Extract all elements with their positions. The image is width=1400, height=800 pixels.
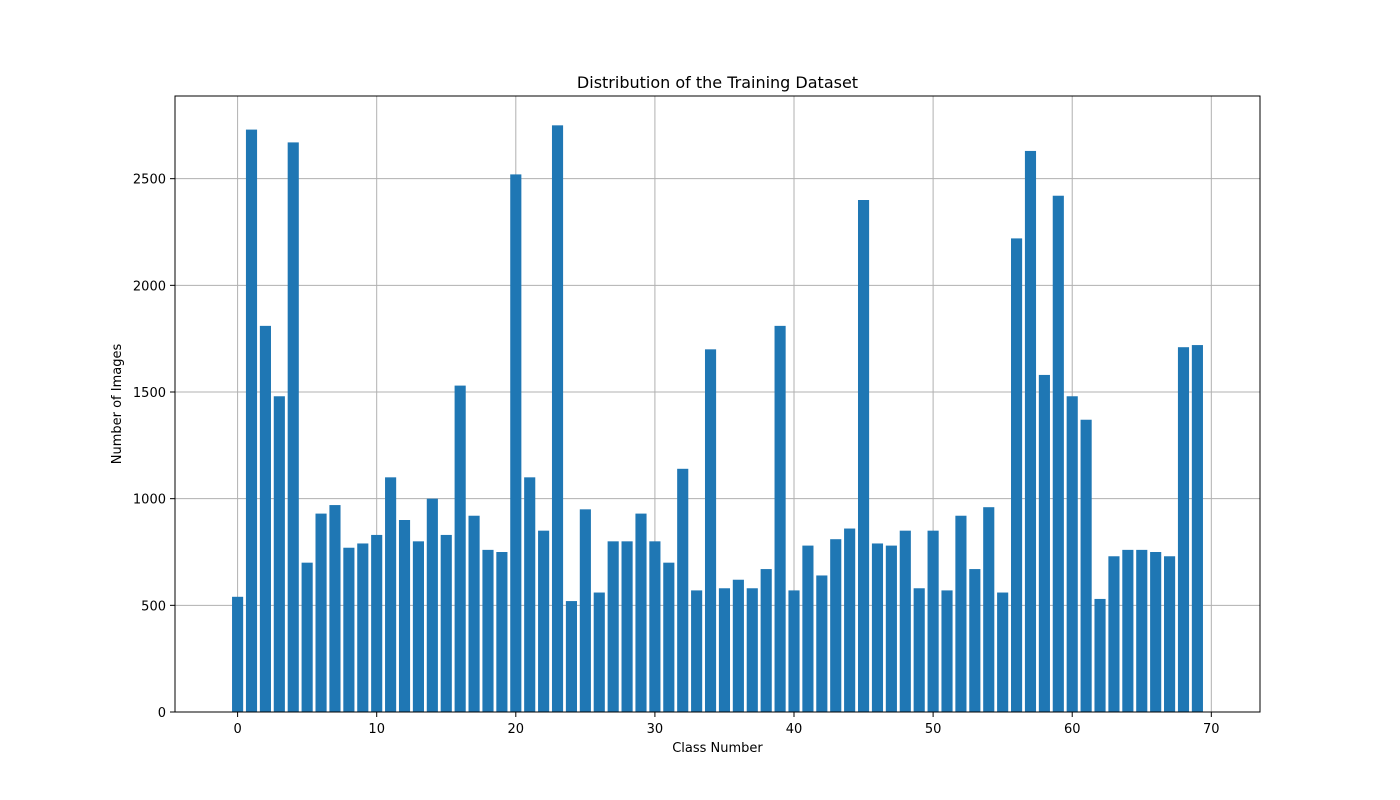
bar [593, 592, 605, 712]
bar [788, 590, 800, 712]
bar [1038, 374, 1050, 712]
bar [802, 545, 814, 712]
bar [983, 507, 995, 712]
bar [1094, 598, 1106, 712]
bar [468, 515, 480, 712]
bar [663, 562, 675, 712]
y-tick-label: 500 [141, 599, 166, 614]
bar [774, 325, 786, 712]
bar [997, 592, 1009, 712]
bar [885, 545, 897, 712]
y-axis-ticks: 0 500 1000 1500 2000 2500 [133, 173, 175, 721]
bar [955, 515, 967, 712]
chart-title: Distribution of the Training Dataset [577, 73, 858, 92]
y-axis-label: Number of Images [110, 344, 125, 465]
bar [732, 579, 744, 712]
y-tick-label: 1000 [133, 493, 166, 508]
bar [287, 142, 299, 712]
bar [510, 174, 522, 712]
bar [760, 569, 772, 712]
bar [1011, 238, 1023, 712]
bar [412, 541, 424, 712]
x-tick-label: 20 [508, 722, 525, 737]
y-tick-label: 2500 [133, 173, 166, 188]
y-tick-label: 0 [158, 706, 166, 721]
bar [454, 385, 466, 712]
bar [1052, 195, 1064, 712]
bar [245, 129, 258, 713]
bar [704, 349, 717, 712]
bar [232, 596, 244, 712]
x-tick-label: 70 [1203, 722, 1220, 737]
x-tick-label: 40 [786, 722, 803, 737]
bar [371, 534, 383, 712]
bar [607, 541, 619, 712]
bar [329, 505, 341, 712]
bar [357, 543, 369, 712]
grid-lines [175, 96, 1260, 713]
bar [857, 200, 870, 712]
bar [830, 539, 842, 712]
bar [677, 468, 689, 712]
x-tick-label: 60 [1064, 722, 1081, 737]
bar [969, 569, 981, 712]
x-axis-label: Class Number [672, 741, 763, 756]
bar [621, 541, 633, 712]
bar [565, 601, 578, 712]
bar [579, 509, 591, 712]
x-axis-ticks: 0 10 20 30 40 50 60 70 [233, 712, 1220, 737]
bar [273, 396, 285, 712]
bar [385, 477, 397, 712]
x-tick-label: 0 [233, 722, 241, 737]
bar [1122, 549, 1134, 712]
bar [440, 534, 452, 712]
bar [691, 590, 703, 712]
bar [482, 549, 494, 712]
bar [718, 588, 731, 712]
bar [1164, 556, 1176, 712]
bar [816, 575, 828, 712]
x-tick-label: 30 [647, 722, 664, 737]
bar [635, 513, 647, 712]
bar [746, 588, 758, 712]
bar [301, 562, 313, 712]
y-tick-label: 1500 [133, 386, 166, 401]
bar [496, 552, 508, 712]
bar [398, 520, 411, 712]
bar [1136, 549, 1148, 712]
bar [1108, 556, 1120, 712]
bar [844, 528, 856, 712]
plot-frame [174, 95, 1261, 713]
bar [1024, 150, 1037, 712]
bar [899, 530, 911, 712]
x-tick-label: 50 [925, 722, 942, 737]
bar [1066, 396, 1078, 712]
bar [1150, 552, 1162, 712]
bar [524, 477, 536, 712]
bar [1177, 347, 1190, 712]
bar [551, 125, 564, 713]
bar [941, 590, 953, 712]
bars [232, 125, 1203, 713]
bar [343, 547, 355, 712]
x-tick-label: 10 [368, 722, 385, 737]
bar [1080, 419, 1092, 712]
bar [927, 530, 939, 712]
bar [649, 541, 661, 712]
bar [426, 498, 438, 712]
bar [1191, 345, 1203, 712]
bar [315, 513, 327, 712]
bar [913, 588, 925, 712]
bar [538, 530, 550, 712]
y-tick-label: 2000 [133, 279, 166, 294]
bar [871, 543, 884, 712]
bar [259, 325, 271, 712]
